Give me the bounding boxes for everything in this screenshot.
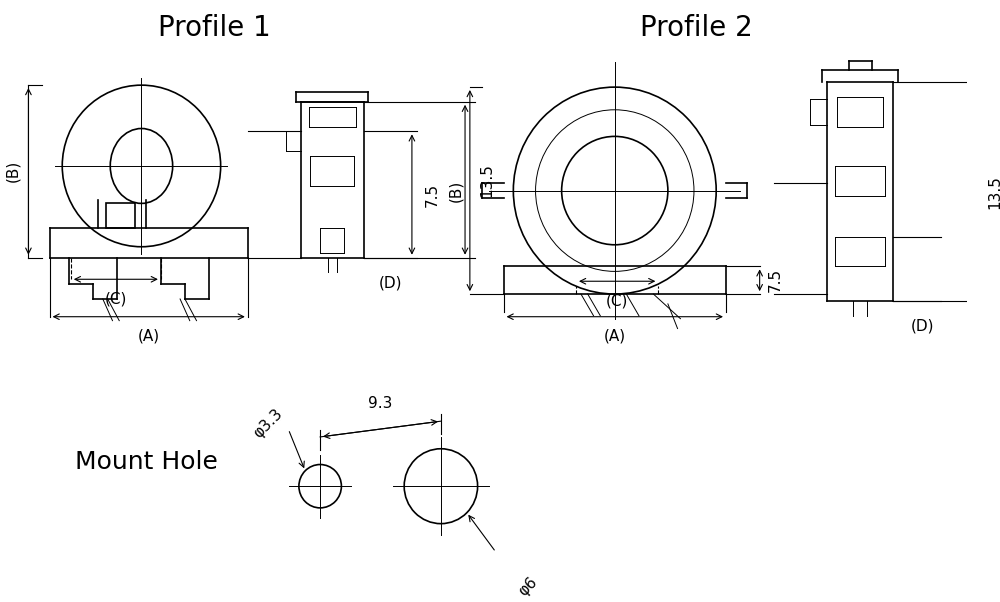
Text: (A): (A): [138, 329, 160, 344]
Text: (A): (A): [604, 329, 626, 344]
Text: (B): (B): [448, 179, 463, 202]
Text: 7.5: 7.5: [767, 268, 782, 293]
Text: (D): (D): [911, 318, 935, 334]
Text: 13.5: 13.5: [988, 175, 1000, 208]
Text: (B): (B): [5, 160, 20, 182]
Text: Profile 1: Profile 1: [158, 14, 270, 42]
Text: (D): (D): [378, 275, 402, 290]
Text: (C): (C): [606, 293, 628, 308]
Text: (C): (C): [105, 291, 127, 306]
Bar: [106, 203, 135, 228]
Text: 9.3: 9.3: [368, 396, 393, 411]
Text: Mount Hole: Mount Hole: [75, 450, 218, 474]
Text: 13.5: 13.5: [480, 163, 495, 197]
Text: Profile 2: Profile 2: [640, 14, 753, 42]
Text: 7.5: 7.5: [424, 182, 439, 206]
Text: φ3.3: φ3.3: [250, 406, 285, 441]
Text: φ6: φ6: [515, 574, 540, 599]
